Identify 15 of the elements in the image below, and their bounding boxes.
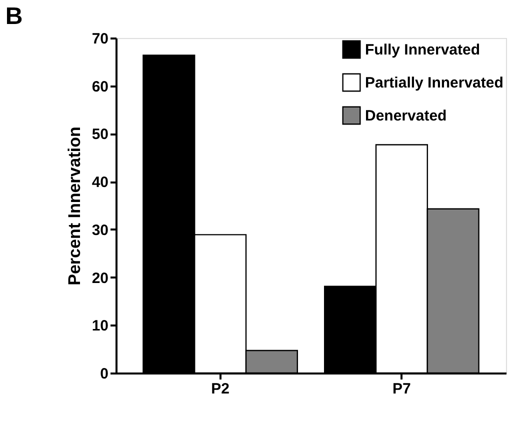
y-tick-label: 70 (92, 30, 108, 48)
y-tick-label: 40 (92, 174, 108, 192)
y-tick-label: 0 (100, 366, 108, 382)
y-tick-label: 10 (92, 318, 108, 335)
chart-title: B (5, 3, 23, 30)
x-tick-label: P7 (392, 380, 411, 398)
y-tick-label: 60 (92, 78, 108, 96)
y-axis-title: Percent Innervation (64, 126, 84, 286)
y-tick-label: 20 (92, 270, 108, 287)
legend-label: Denervated (365, 108, 447, 124)
legend-label: Fully Innervated (365, 42, 480, 58)
legend-label: Partially Innervated (365, 74, 504, 92)
y-tick-label: 30 (92, 222, 108, 239)
y-tick-label: 50 (92, 126, 108, 144)
x-tick-label: P2 (211, 380, 230, 398)
